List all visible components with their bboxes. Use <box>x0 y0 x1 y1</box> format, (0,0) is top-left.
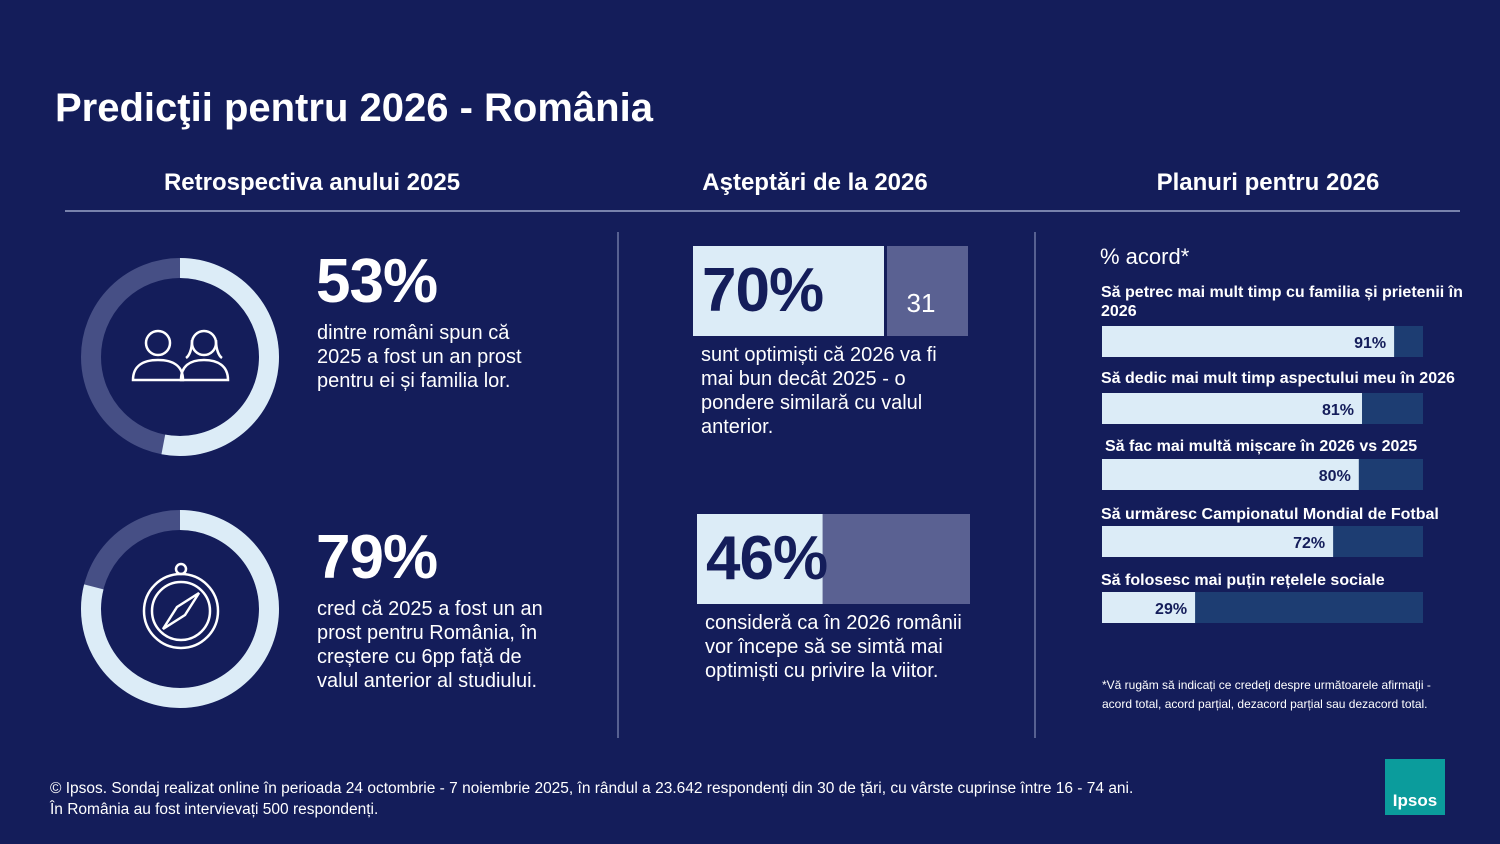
footer-line: © Ipsos. Sondaj realizat online în perio… <box>50 780 1134 797</box>
bar-label: Să folosesc mai puțin rețelele sociale <box>1101 572 1385 589</box>
bar-label: Să dedic mai mult timp aspectului meu în… <box>1101 370 1455 387</box>
footer-line: În România au fost intervievați 500 resp… <box>50 801 379 818</box>
box-text: consideră ca în 2026 românii vor începe … <box>705 612 962 682</box>
box-value: 46% <box>706 524 828 593</box>
bar <box>1102 459 1359 490</box>
bar <box>1102 326 1395 357</box>
box-text: sunt optimiști că 2026 va fi mai bun dec… <box>701 344 937 438</box>
stat-value: 53% <box>316 247 438 316</box>
compass-icon <box>142 562 220 650</box>
bar-value-label: 80% <box>1319 468 1351 485</box>
stat-value: 79% <box>316 523 438 592</box>
donut-arc <box>161 258 279 456</box>
stat-text: cred că 2025 a fost un an prost pentru R… <box>317 598 543 692</box>
footnote: *Vă rugăm să indicați ce credeți despre … <box>1102 678 1431 711</box>
box-fill <box>693 246 886 336</box>
bar <box>1102 526 1334 557</box>
people-icon <box>131 329 230 382</box>
bar-label: Să petrec mai mult timp cu familia și pr… <box>1101 284 1463 320</box>
bar-label: Să fac mai multă mișcare în 2026 vs 2025 <box>1105 438 1418 455</box>
plans-subtitle: % acord* <box>1100 244 1190 269</box>
bar-label: Să urmăresc Campionatul Mondial de Fotba… <box>1101 506 1439 523</box>
bar-value-label: 29% <box>1155 601 1187 618</box>
calendar-day: 31 <box>907 288 936 318</box>
bar-value-label: 91% <box>1354 335 1386 352</box>
bar <box>1102 592 1196 623</box>
column-heading: Retrospectiva anului 2025 <box>163 169 461 196</box>
box-fill <box>697 514 823 604</box>
logo: Ipsos <box>1385 759 1445 815</box>
column-heading: Aşteptări de la 2026 <box>702 169 928 196</box>
stat-text: dintre români spun că 2025 a fost un an … <box>317 322 522 392</box>
bar-value-label: 72% <box>1293 535 1325 552</box>
bar <box>1102 393 1363 424</box>
box-value: 70% <box>702 256 824 325</box>
title: Predicţii pentru 2026 - România <box>55 86 653 130</box>
column-heading: Planuri pentru 2026 <box>1156 169 1380 196</box>
bar-value-label: 81% <box>1322 402 1354 419</box>
donut-arc <box>81 510 279 708</box>
